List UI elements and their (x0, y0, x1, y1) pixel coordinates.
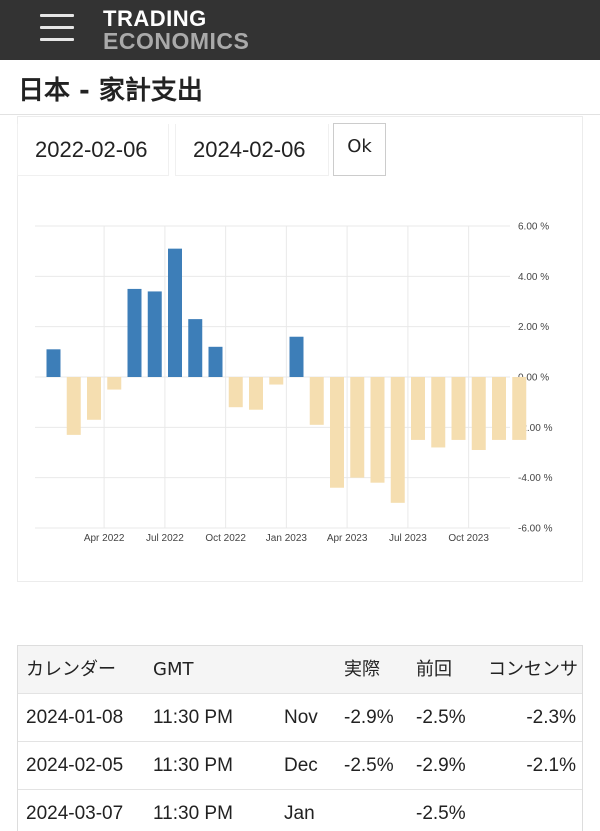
header-calendar[interactable]: カレンダー (26, 659, 116, 680)
logo-line-1: TRADING (103, 6, 207, 31)
logo[interactable]: TRADING ECONOMICS (103, 6, 250, 54)
chart-card (17, 116, 583, 582)
start-date-input[interactable]: 2022-02-06 (17, 124, 169, 176)
calendar-table: カレンダー GMT 実際 前回 コンセンサ 2024-01-08 11:30 P… (17, 645, 583, 831)
cell-consensus: -2.1% (526, 755, 576, 776)
cell-actual: -2.5% (344, 755, 394, 776)
cell-date: 2024-03-07 (26, 803, 124, 824)
table-row: 2024-03-07 11:30 PM Jan -2.5% (18, 790, 582, 831)
divider (0, 114, 600, 115)
cell-consensus: -2.3% (526, 707, 576, 728)
top-bar: TRADING ECONOMICS (0, 0, 600, 60)
cell-time: 11:30 PM (153, 755, 233, 776)
cell-previous: -2.5% (416, 707, 466, 728)
page-title: 日本 - 家計支出 (18, 76, 203, 106)
cell-date: 2024-01-08 (26, 707, 124, 728)
table-header-row: カレンダー GMT 実際 前回 コンセンサ (18, 646, 582, 694)
cell-reference: Nov (284, 707, 318, 728)
cell-time: 11:30 PM (153, 707, 233, 728)
cell-reference: Jan (284, 803, 315, 824)
table-row: 2024-01-08 11:30 PM Nov -2.9% -2.5% -2.3… (18, 694, 582, 742)
header-actual[interactable]: 実際 (344, 659, 380, 680)
cell-date: 2024-02-05 (26, 755, 124, 776)
menu-icon[interactable] (40, 14, 74, 42)
cell-previous: -2.5% (416, 803, 466, 824)
cell-previous: -2.9% (416, 755, 466, 776)
header-gmt[interactable]: GMT (153, 659, 194, 680)
end-date-input[interactable]: 2024-02-06 (175, 124, 329, 176)
logo-line-2: ECONOMICS (103, 28, 250, 54)
header-previous[interactable]: 前回 (416, 659, 452, 680)
table-row: 2024-02-05 11:30 PM Dec -2.5% -2.9% -2.1… (18, 742, 582, 790)
cell-time: 11:30 PM (153, 803, 233, 824)
ok-button[interactable]: Ok (333, 123, 386, 176)
cell-reference: Dec (284, 755, 318, 776)
header-consensus[interactable]: コンセンサ (488, 659, 578, 680)
cell-actual: -2.9% (344, 707, 394, 728)
